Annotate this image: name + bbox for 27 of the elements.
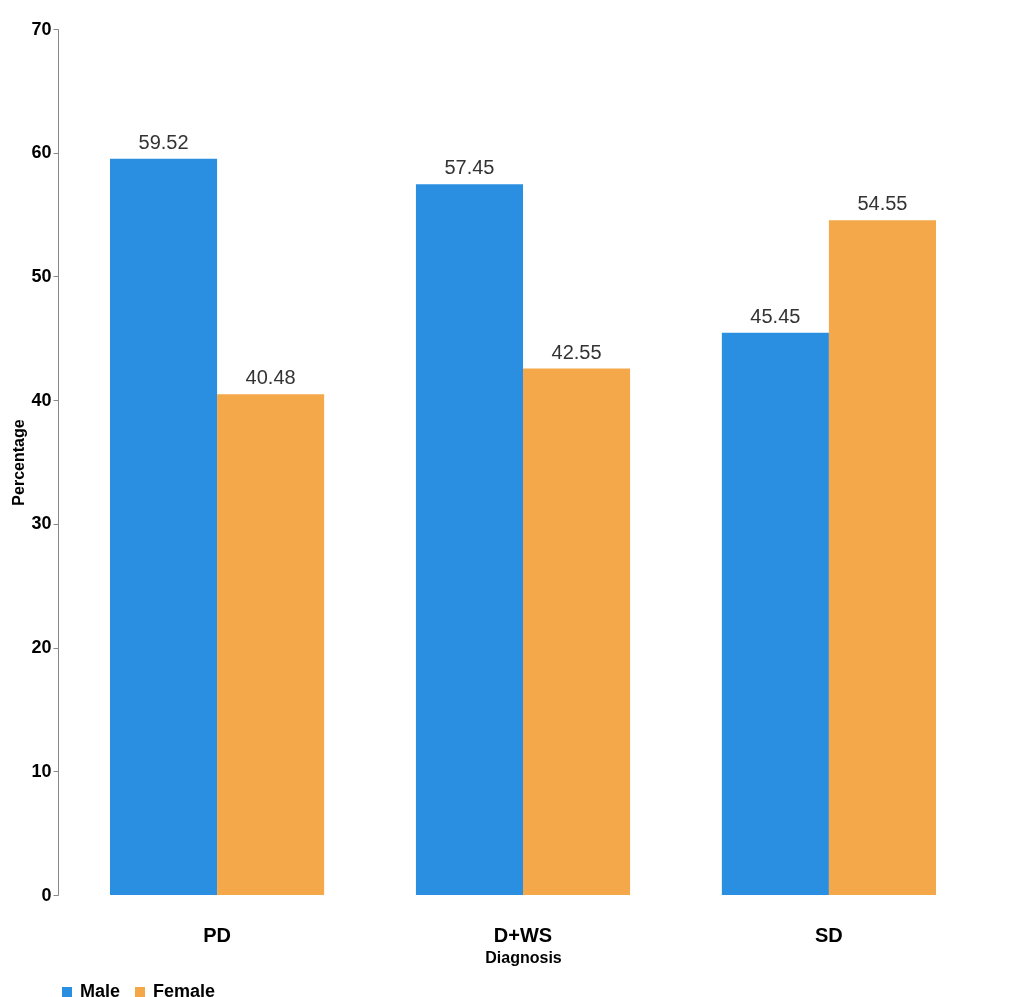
data-label: 57.45 <box>444 156 495 179</box>
legend-label: Female <box>153 981 216 997</box>
y-tick-label: 50 <box>31 265 52 286</box>
x-tick-label: PD <box>203 923 231 946</box>
bar <box>415 184 523 895</box>
data-label: 54.55 <box>857 192 908 215</box>
y-axis-title: Percentage <box>10 419 28 506</box>
y-tick-label: 40 <box>31 389 52 410</box>
y-tick-label: 60 <box>31 142 52 163</box>
data-label: 45.45 <box>750 304 801 327</box>
y-tick-label: 30 <box>31 513 52 534</box>
bar <box>110 158 218 895</box>
bar <box>721 332 829 895</box>
data-label: 42.55 <box>551 340 602 363</box>
bar <box>523 368 631 895</box>
y-tick-label: 10 <box>31 760 52 781</box>
bar <box>828 220 936 895</box>
data-label: 59.52 <box>138 130 189 153</box>
x-axis-title: Diagnosis <box>485 948 562 966</box>
data-label: 40.48 <box>245 366 296 389</box>
x-tick-label: SD <box>815 923 843 946</box>
y-tick-label: 70 <box>31 18 52 39</box>
legend-label: Male <box>80 981 121 997</box>
bar <box>217 394 325 895</box>
x-tick-label: D+WS <box>493 923 553 946</box>
y-tick-label: 20 <box>31 637 52 658</box>
y-tick-label: 0 <box>41 884 52 905</box>
